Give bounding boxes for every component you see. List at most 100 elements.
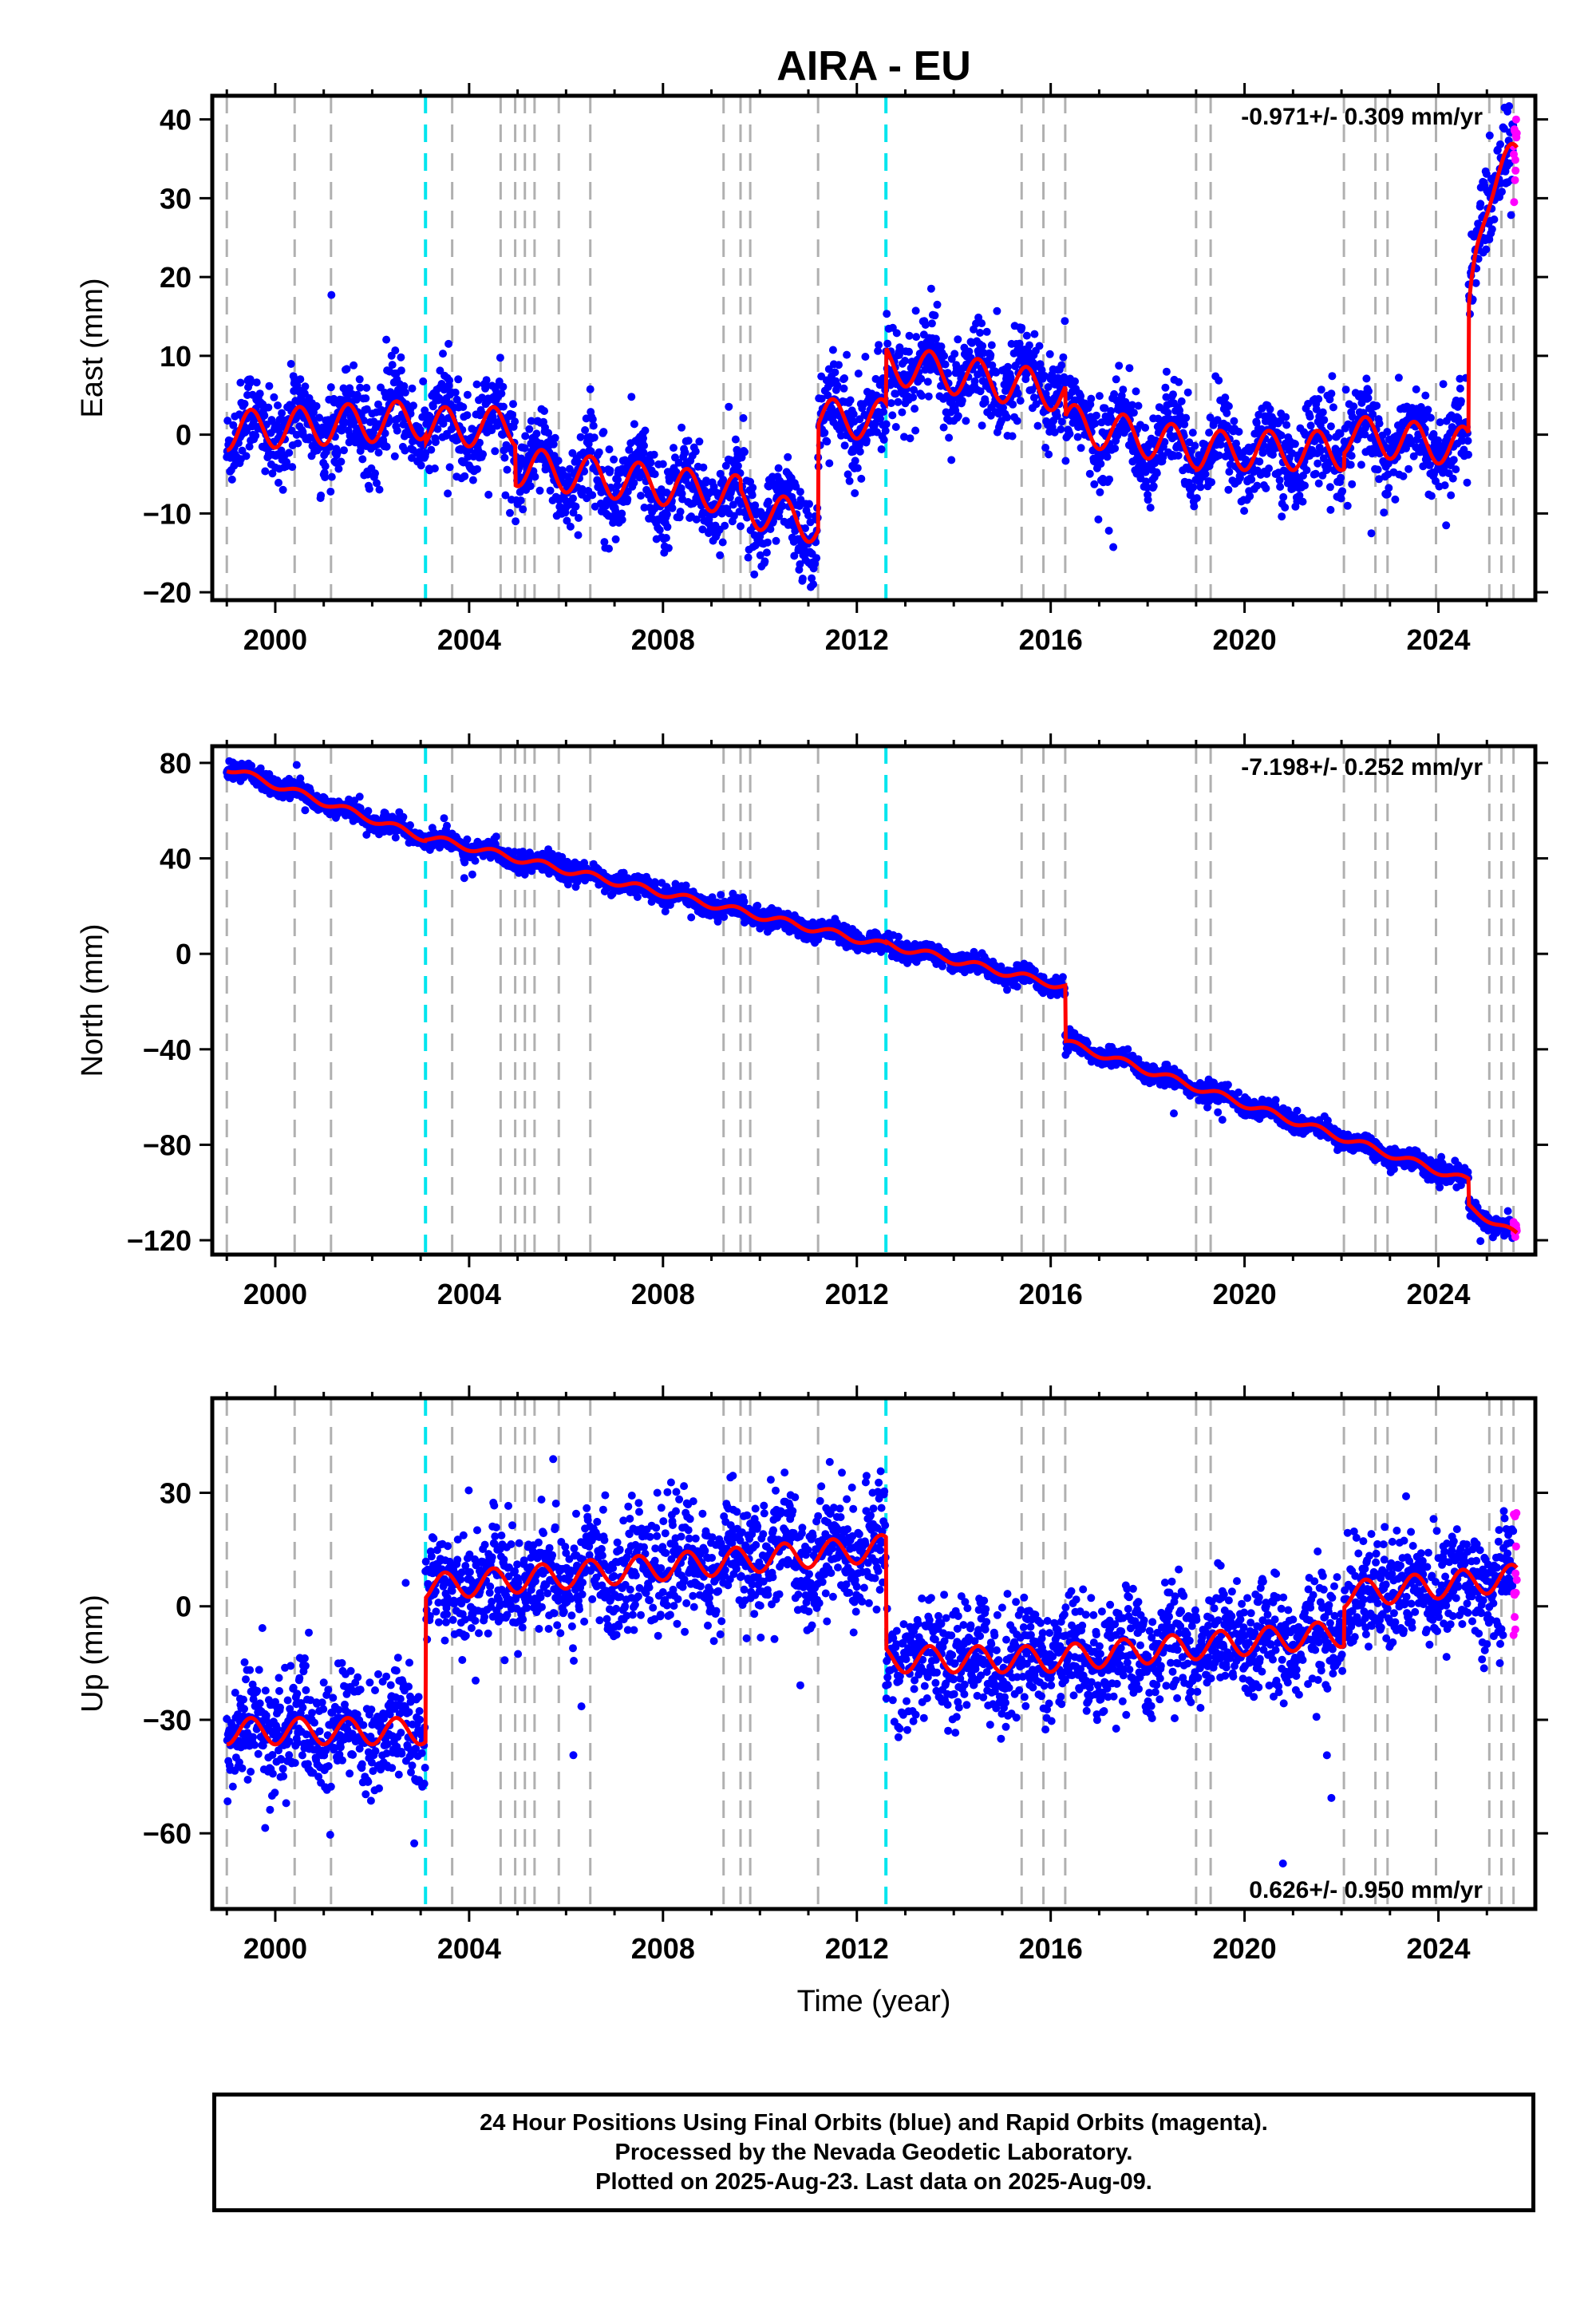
final-orbit-point: [887, 399, 895, 408]
final-orbit-point: [288, 463, 297, 472]
data-points: [223, 102, 1521, 591]
final-orbit-point: [702, 476, 710, 485]
final-orbit-point: [954, 412, 962, 421]
final-orbit-point: [1328, 372, 1337, 381]
final-orbit-point: [576, 433, 585, 441]
final-orbit-point: [1050, 428, 1059, 437]
final-orbit-point: [327, 290, 336, 299]
final-orbit-point: [801, 524, 809, 532]
final-orbit-point: [1132, 387, 1140, 396]
final-orbit-point: [1448, 474, 1457, 483]
final-orbit-point: [849, 409, 858, 418]
final-orbit-point: [1180, 420, 1189, 429]
final-orbit-point: [451, 388, 460, 397]
final-orbit-point: [350, 361, 358, 370]
final-orbit-point: [937, 342, 946, 351]
final-orbit-point: [1440, 481, 1449, 490]
final-orbit-point: [1373, 401, 1381, 410]
final-orbit-point: [988, 361, 997, 370]
final-orbit-point: [492, 832, 500, 841]
final-orbit-point: [382, 335, 391, 344]
final-orbit-point: [327, 472, 336, 481]
final-orbit-point: [342, 365, 351, 373]
final-orbit-point: [744, 553, 753, 562]
final-orbit-point: [588, 415, 597, 424]
final-orbit-point: [605, 544, 613, 553]
final-orbit-point: [1057, 361, 1066, 370]
final-orbit-point: [1348, 413, 1357, 421]
final-orbit-point: [497, 389, 506, 398]
final-orbit-point: [1505, 102, 1514, 110]
final-orbit-point: [391, 833, 400, 842]
final-orbit-point: [1196, 483, 1205, 492]
final-orbit-point: [1061, 456, 1070, 465]
final-orbit-point: [1383, 428, 1392, 437]
final-orbit-point: [1112, 375, 1120, 384]
final-orbit-point: [1091, 419, 1100, 428]
final-orbit-point: [1125, 364, 1134, 373]
final-orbit-point: [245, 442, 254, 451]
final-orbit-point: [840, 441, 849, 450]
final-orbit-point: [575, 514, 583, 522]
final-orbit-point: [427, 445, 436, 454]
final-orbit-point: [377, 405, 386, 414]
final-orbit-point: [1111, 444, 1120, 453]
final-orbit-point: [406, 821, 414, 829]
final-orbit-point: [1061, 317, 1069, 326]
final-orbit-point: [798, 575, 807, 583]
final-orbit-point: [1221, 393, 1230, 402]
final-orbit-point: [1029, 393, 1038, 402]
final-orbit-point: [945, 433, 954, 442]
final-orbit-point: [1057, 425, 1065, 433]
final-orbit-point: [454, 375, 463, 384]
final-orbit-point: [1327, 389, 1336, 398]
final-orbit-point: [468, 870, 476, 879]
final-orbit-point: [444, 339, 453, 348]
final-orbit-point: [639, 449, 648, 457]
final-orbit-point: [1337, 494, 1345, 503]
final-orbit-point: [399, 812, 408, 821]
final-orbit-point: [1426, 413, 1435, 422]
final-orbit-point: [1119, 385, 1128, 394]
final-orbit-point: [1346, 460, 1355, 469]
final-orbit-point: [862, 436, 871, 445]
final-orbit-point: [1033, 421, 1042, 430]
final-orbit-point: [444, 489, 452, 498]
final-orbit-point: [901, 357, 909, 365]
final-orbit-point: [741, 448, 749, 456]
final-orbit-point: [508, 410, 516, 419]
final-orbit-point: [362, 405, 371, 413]
final-orbit-point: [610, 455, 618, 464]
final-orbit-point: [762, 548, 771, 557]
final-orbit-point: [1169, 390, 1177, 399]
final-orbit-point: [1412, 385, 1420, 393]
final-orbit-point: [1085, 469, 1094, 478]
final-orbit-point: [911, 306, 920, 315]
final-orbit-point: [333, 449, 342, 457]
final-orbit-point: [1347, 452, 1356, 460]
final-orbit-point: [947, 456, 956, 464]
y-tick-label: −20: [143, 576, 192, 609]
final-orbit-point: [1230, 417, 1238, 425]
x-tick-label: 2020: [1213, 623, 1277, 656]
final-orbit-point: [672, 468, 681, 476]
final-orbit-point: [611, 535, 620, 543]
final-orbit-point: [627, 393, 636, 401]
final-orbit-point: [962, 417, 970, 425]
final-orbit-point: [371, 469, 379, 478]
final-orbit-point: [1129, 409, 1138, 417]
final-orbit-point: [435, 393, 444, 402]
final-orbit-point: [1216, 441, 1225, 449]
final-orbit-point: [1326, 505, 1335, 514]
final-orbit-point: [1143, 483, 1152, 492]
final-orbit-point: [774, 464, 783, 472]
final-orbit-point: [563, 516, 571, 525]
final-orbit-point: [1025, 341, 1033, 350]
final-orbit-point: [496, 354, 504, 362]
final-orbit-point: [831, 368, 839, 377]
final-orbit-point: [1269, 450, 1277, 459]
final-orbit-point: [725, 402, 733, 411]
final-orbit-point: [825, 459, 834, 468]
final-orbit-point: [1149, 482, 1158, 491]
final-orbit-point: [1383, 490, 1392, 499]
